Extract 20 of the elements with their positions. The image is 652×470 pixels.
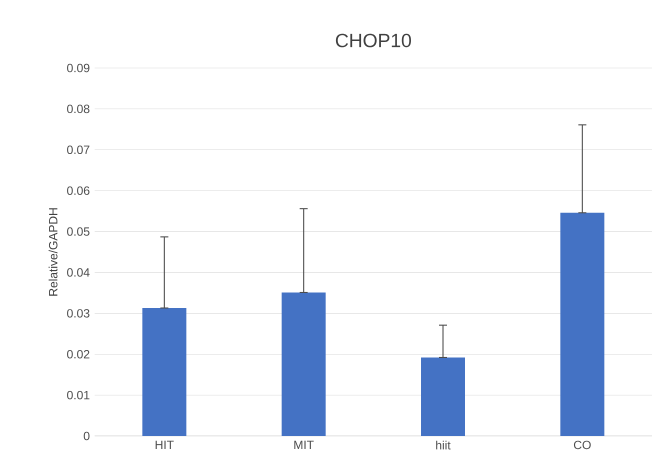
y-tick-label: 0 (84, 432, 90, 440)
bar (421, 357, 465, 436)
y-tick-label: 0.03 (67, 309, 90, 318)
y-tick-label: 0.06 (67, 186, 90, 195)
bar (560, 212, 604, 436)
x-tick-label: hiit (436, 440, 451, 450)
x-tick-label: MIT (294, 440, 314, 449)
y-tick-label: 0.05 (67, 227, 90, 236)
chart-title: CHOP10 (336, 34, 411, 48)
y-tick-label: 0.09 (67, 64, 90, 72)
y-axis-title: Relative/GAPDH (48, 208, 58, 296)
y-tick-label: 0.08 (67, 104, 90, 114)
y-tick-label: 0.07 (67, 146, 90, 154)
y-tick-label: 0.04 (67, 268, 90, 277)
x-tick-label: CO (574, 440, 591, 450)
bar (282, 292, 326, 436)
x-tick-label: HIT (156, 440, 174, 449)
y-tick-label: 0.01 (67, 390, 90, 400)
bar (142, 308, 186, 436)
y-tick-label: 0.02 (67, 350, 90, 358)
